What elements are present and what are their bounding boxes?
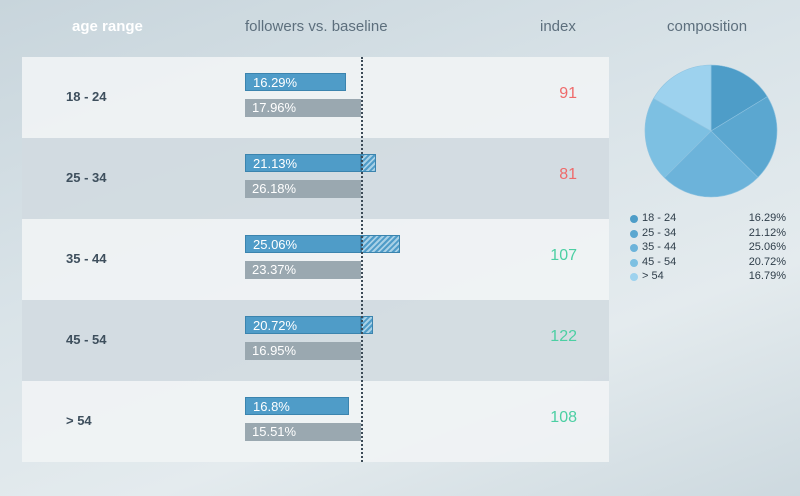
age-table: 18 - 24 16.29% 17.96% 91 25 - 34 21.13% 26.18%… [22, 57, 609, 462]
index-value: 107 [550, 247, 577, 264]
legend-label: 25 - 34 [642, 226, 677, 239]
age-range-label: 45 - 54 [66, 332, 107, 347]
legend-dot-icon [630, 244, 638, 252]
legend-label: > 54 [642, 270, 664, 282]
followers-value: 20.72% [253, 318, 298, 333]
table-row: 35 - 44 25.06% 23.37% 107 [22, 219, 609, 300]
legend-dot-icon [630, 215, 638, 223]
baseline-bar: 15.51% [245, 423, 361, 441]
baseline-value: 26.18% [252, 181, 297, 196]
pie-slice [710, 64, 768, 132]
legend-value: 16.79% [748, 270, 786, 282]
legend-item: 45 - 54 20.72% [628, 256, 786, 271]
legend-value: 16.29% [748, 212, 786, 224]
baseline-bar: 23.37% [245, 261, 361, 279]
legend-value: 25.06% [748, 241, 786, 253]
pie-slice [644, 98, 712, 179]
legend-label: 18 - 24 [642, 212, 677, 224]
legend-dot-icon [630, 273, 638, 281]
followers-value: 25.06% [253, 237, 298, 252]
baseline-value: 23.37% [252, 262, 297, 277]
followers-value: 16.29% [253, 75, 298, 90]
baseline-reference-line [361, 57, 363, 462]
followers-excess-hatch [360, 235, 401, 253]
followers-excess-hatch [360, 154, 376, 172]
followers-value: 21.13% [253, 156, 298, 171]
legend-dot-icon [630, 258, 638, 267]
followers-bar: 20.72% [245, 316, 361, 334]
baseline-value: 15.51% [252, 424, 297, 439]
header-index: index [540, 18, 576, 35]
baseline-bar: 26.18% [245, 180, 361, 198]
index-value: 122 [550, 328, 577, 345]
header-followers-vs-baseline: followers vs. baseline [245, 18, 388, 35]
pie-slice [710, 96, 778, 178]
age-range-label: > 54 [66, 413, 92, 428]
legend-dot-icon [630, 229, 638, 238]
table-row: 18 - 24 16.29% 17.96% 91 [22, 57, 609, 138]
table-row: 25 - 34 21.13% 26.18% 81 [22, 138, 609, 219]
header-age-range: age range [72, 18, 143, 35]
legend-item: 18 - 24 16.29% [628, 212, 786, 227]
composition-legend: 18 - 24 16.29% 25 - 34 21.12% 35 - 44 25.06% 4… [628, 212, 786, 285]
table-row: 45 - 54 20.72% 16.95% 122 [22, 300, 609, 381]
legend-value: 20.72% [748, 255, 786, 268]
index-value: 91 [559, 85, 577, 102]
followers-bar: 16.29% [245, 73, 346, 91]
legend-item: 25 - 34 21.12% [628, 227, 786, 242]
index-value: 81 [559, 166, 577, 183]
pie-slice [653, 64, 712, 132]
followers-bar: 21.13% [245, 154, 361, 172]
legend-value: 21.12% [748, 226, 786, 239]
age-range-label: 35 - 44 [66, 251, 107, 266]
baseline-value: 16.95% [252, 343, 297, 358]
followers-bar: 25.06% [245, 235, 361, 253]
pie-slice [663, 130, 759, 198]
legend-label: 35 - 44 [642, 241, 677, 253]
age-range-label: 25 - 34 [66, 170, 107, 185]
table-row: > 54 16.8% 15.51% 108 [22, 381, 609, 462]
baseline-bar: 16.95% [245, 342, 361, 360]
legend-label: 45 - 54 [642, 255, 677, 268]
legend-item: 35 - 44 25.06% [628, 241, 786, 256]
followers-value: 16.8% [253, 399, 290, 414]
header-composition: composition [667, 18, 748, 35]
composition-pie-chart [644, 64, 778, 198]
index-value: 108 [550, 409, 577, 426]
baseline-value: 17.96% [252, 100, 297, 115]
age-range-label: 18 - 24 [66, 89, 107, 104]
baseline-bar: 17.96% [245, 99, 361, 117]
followers-bar: 16.8% [245, 397, 350, 415]
legend-item: > 54 16.79% [628, 270, 786, 285]
